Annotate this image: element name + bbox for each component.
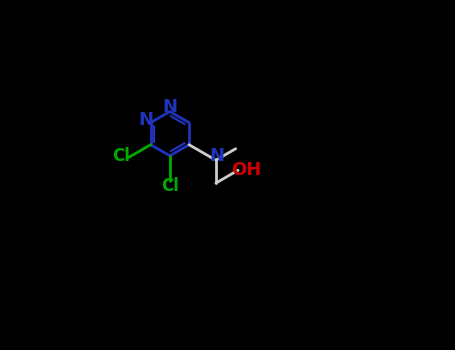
Text: N: N bbox=[162, 98, 177, 116]
Text: Cl: Cl bbox=[112, 147, 130, 166]
Text: OH: OH bbox=[232, 161, 262, 179]
Text: Cl: Cl bbox=[161, 177, 179, 195]
Text: N: N bbox=[209, 147, 224, 165]
Text: N: N bbox=[138, 111, 153, 129]
